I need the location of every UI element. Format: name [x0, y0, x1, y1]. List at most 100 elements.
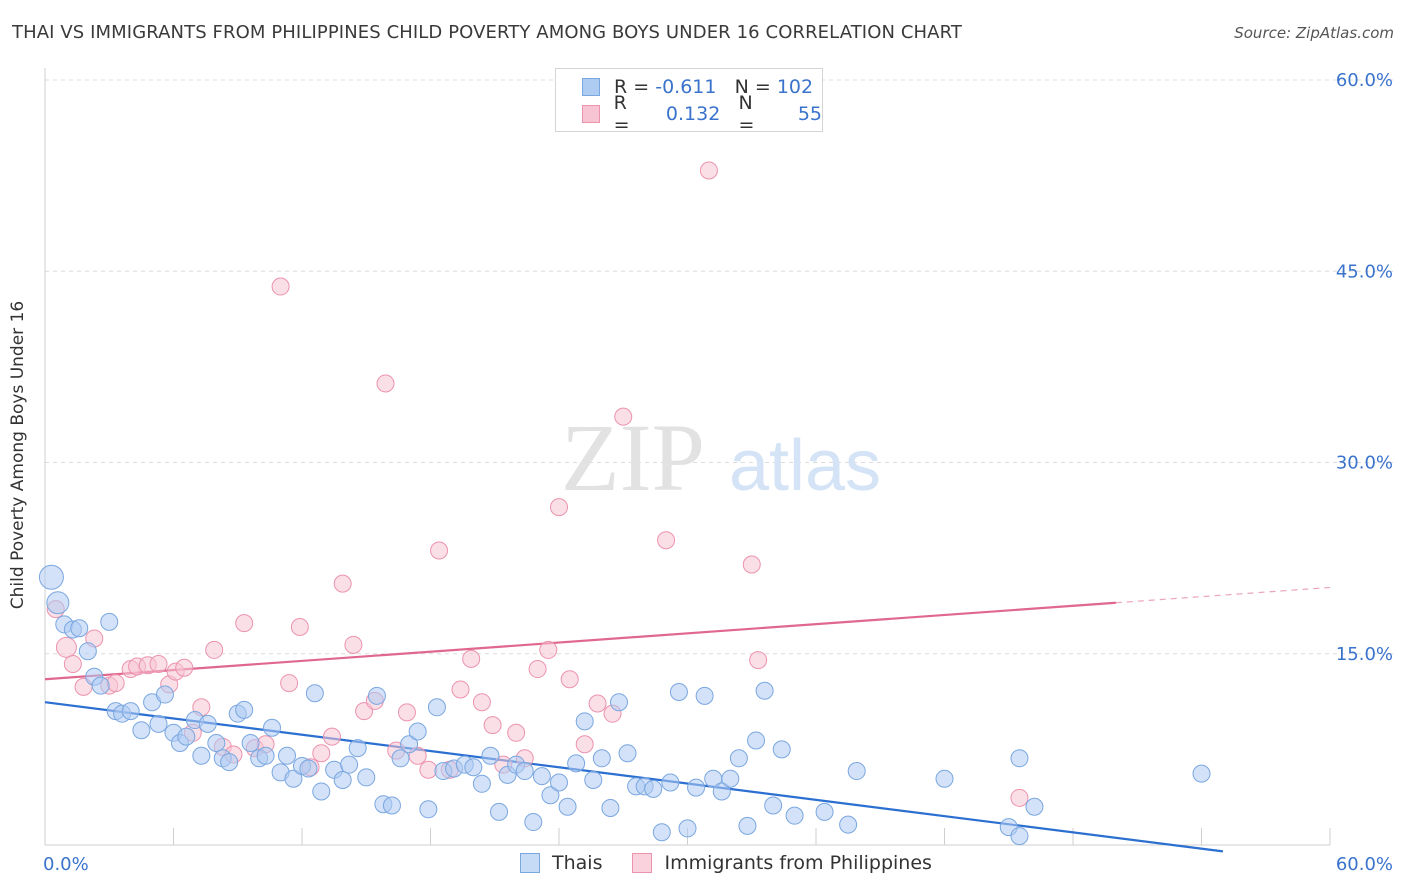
y-tick-label: 30.0% [1336, 453, 1393, 474]
point-thais [91, 676, 110, 695]
point-thais [340, 755, 359, 774]
legend-swatch-philippines [632, 853, 653, 873]
y-tick-label: 15.0% [1336, 644, 1393, 665]
point-philippines [55, 636, 77, 658]
point-thais [935, 769, 954, 788]
watermark-atlas: atlas [729, 426, 881, 506]
point-thais [357, 768, 376, 787]
legend-label-philippines: Immigrants from Philippines [664, 852, 932, 874]
source-label: Source: ZipAtlas.com [1234, 24, 1394, 42]
legend-n-label: N = [738, 92, 755, 136]
point-thais [815, 802, 834, 821]
point-thais [241, 734, 260, 752]
point-thais [312, 782, 331, 801]
point-thais [652, 823, 671, 842]
point-thais [558, 797, 577, 816]
point-thais [575, 712, 594, 731]
point-philippines [588, 694, 607, 713]
point-thais [1025, 797, 1044, 816]
point-philippines [397, 703, 416, 722]
point-philippines [376, 374, 395, 393]
point-thais [78, 642, 97, 661]
x-tick-label: 60.0% [1336, 854, 1393, 875]
point-thais [661, 773, 680, 792]
trend-line-philippines [44, 601, 1116, 681]
point-thais [678, 819, 697, 838]
point-thais [348, 739, 367, 758]
point-thais [1192, 764, 1211, 783]
watermark: ZIP atlas [561, 404, 881, 511]
point-thais [472, 774, 491, 793]
legend-n-value: 55 [797, 103, 822, 125]
point-philippines [205, 640, 224, 659]
point-thais [192, 746, 211, 765]
series-legend: Thais Immigrants from Philippines [520, 852, 962, 874]
point-philippines [280, 674, 299, 693]
legend-item-thais[interactable]: Thais [520, 852, 602, 874]
point-thais [609, 693, 628, 712]
point-philippines [742, 555, 761, 574]
point-thais [149, 714, 168, 733]
trend-line-thais [44, 701, 1224, 853]
point-thais [278, 746, 297, 765]
point-thais [1010, 749, 1029, 768]
legend-swatch-philippines [582, 105, 600, 123]
legend-r-value: 0.132 [665, 103, 721, 125]
point-thais [121, 702, 140, 721]
point-thais [419, 800, 438, 819]
legend-item-philippines[interactable]: Immigrants from Philippines [632, 852, 932, 874]
correlation-legend: R = -0.611 N = 102 R = 0.132 N = 55 [555, 68, 823, 136]
point-thais [100, 612, 119, 631]
point-philippines [333, 574, 352, 593]
point-philippines [462, 649, 481, 668]
legend-row-philippines: R = 0.132 N = 55 [582, 92, 822, 136]
point-thais [256, 746, 275, 765]
point-thais [541, 786, 560, 805]
point-philippines [430, 541, 449, 560]
legend-label-thais: Thais [552, 852, 603, 874]
point-thais [235, 700, 254, 719]
point-philippines [550, 498, 568, 517]
point-thais [721, 769, 740, 788]
chart-title: THAI VS IMMIGRANTS FROM PHILIPPINES CHIL… [12, 22, 962, 43]
point-philippines [271, 277, 290, 296]
y-axis-label: Child Poverty Among Boys Under 16 [8, 300, 28, 610]
point-thais [305, 684, 324, 703]
point-philippines [235, 614, 254, 633]
x-tick-label: 0.0% [43, 854, 89, 875]
point-thais [695, 686, 714, 705]
point-philippines [560, 670, 579, 689]
point-thais [644, 779, 663, 798]
point-philippines [290, 617, 309, 636]
point-thais [839, 815, 858, 834]
point-thais [618, 744, 637, 763]
point-thais [481, 746, 500, 765]
grid-lines [45, 79, 1393, 655]
point-thais [207, 734, 226, 752]
point-philippines [614, 407, 633, 426]
point-philippines [451, 680, 470, 699]
point-philippines [344, 635, 363, 654]
point-philippines [1010, 788, 1029, 807]
point-thais [220, 753, 239, 772]
point-philippines [149, 654, 168, 673]
legend-swatch-thais [520, 853, 540, 873]
point-thais [601, 799, 620, 818]
point-thais [400, 735, 419, 754]
point-philippines [657, 531, 676, 550]
point-philippines [63, 654, 82, 673]
point-philippines [472, 693, 491, 712]
point-thais [70, 619, 89, 638]
point-thais [464, 758, 483, 777]
point-philippines [699, 161, 718, 180]
point-philippines [575, 735, 594, 754]
point-thais [755, 681, 774, 700]
legend-r-label: R = [613, 92, 630, 136]
point-thais [1010, 827, 1029, 846]
point-thais [550, 773, 568, 792]
watermark-zip: ZIP [561, 404, 705, 511]
point-thais [427, 698, 446, 717]
legend-swatch-thais [582, 78, 600, 96]
point-thais [284, 769, 303, 788]
